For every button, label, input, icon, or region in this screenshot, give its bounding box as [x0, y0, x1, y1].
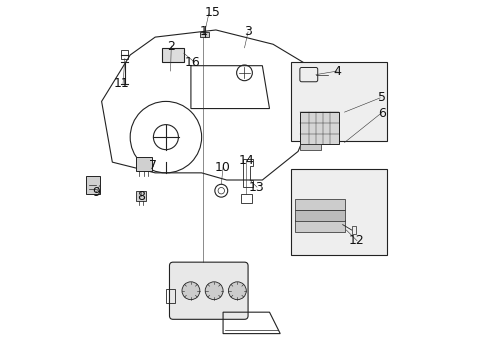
Text: 15: 15	[204, 6, 220, 19]
Text: 1: 1	[199, 25, 207, 38]
FancyBboxPatch shape	[294, 220, 344, 232]
FancyBboxPatch shape	[200, 32, 208, 37]
Text: 13: 13	[248, 181, 264, 194]
Circle shape	[205, 282, 223, 300]
Circle shape	[228, 282, 246, 300]
FancyBboxPatch shape	[290, 62, 386, 141]
FancyBboxPatch shape	[299, 112, 339, 144]
FancyBboxPatch shape	[299, 144, 321, 150]
FancyBboxPatch shape	[135, 157, 151, 171]
Text: 5: 5	[377, 91, 385, 104]
Text: 3: 3	[244, 25, 251, 38]
FancyBboxPatch shape	[85, 176, 100, 194]
FancyBboxPatch shape	[135, 191, 146, 202]
Circle shape	[182, 282, 200, 300]
Text: 14: 14	[238, 154, 254, 167]
Text: 16: 16	[184, 55, 200, 69]
FancyBboxPatch shape	[290, 169, 386, 255]
Text: 11: 11	[113, 77, 129, 90]
Text: 7: 7	[149, 159, 157, 172]
Text: 6: 6	[377, 107, 385, 120]
FancyBboxPatch shape	[294, 210, 344, 221]
Text: 12: 12	[348, 234, 364, 247]
FancyBboxPatch shape	[162, 48, 183, 62]
Text: 10: 10	[215, 161, 230, 174]
FancyBboxPatch shape	[294, 199, 344, 210]
Text: 4: 4	[333, 64, 341, 77]
Text: 2: 2	[167, 40, 175, 53]
Text: 8: 8	[137, 190, 144, 203]
FancyBboxPatch shape	[169, 262, 247, 319]
Text: 9: 9	[92, 186, 100, 199]
